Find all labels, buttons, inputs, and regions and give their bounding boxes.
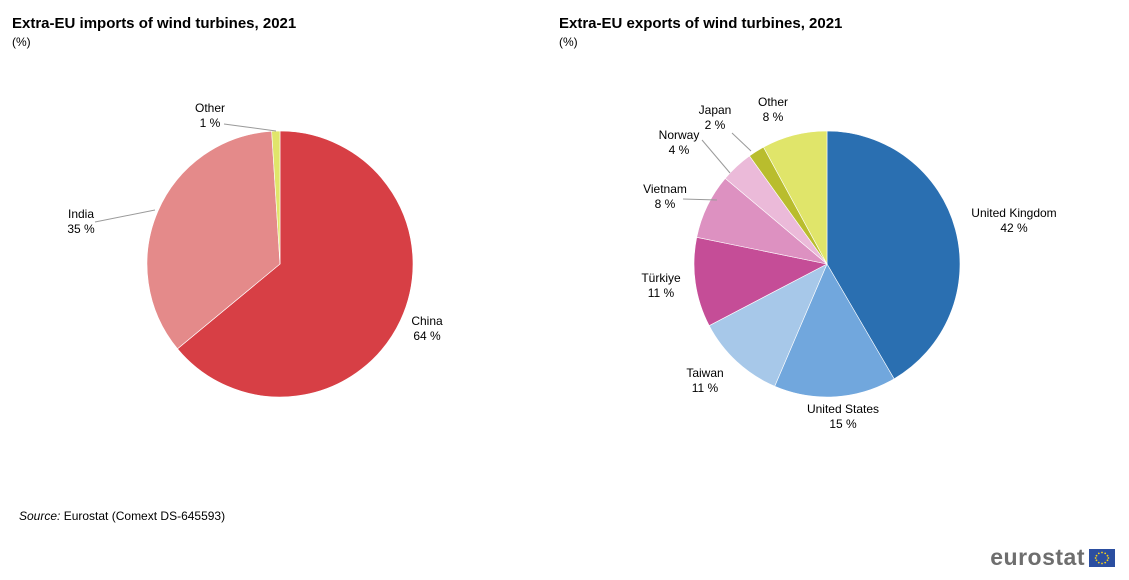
exports-label-united-states: United States <box>807 402 879 416</box>
exports-value-other: 8 % <box>763 110 784 124</box>
imports-label-china: China <box>411 314 443 328</box>
exports-value-united-states: 15 % <box>829 417 857 431</box>
imports-chart-title: Extra-EU imports of wind turbines, 2021 <box>12 15 297 32</box>
exports-label-united-kingdom: United Kingdom <box>971 206 1056 220</box>
imports-value-india: 35 % <box>67 222 95 236</box>
exports-slice-united-kingdom <box>826 130 961 380</box>
exports-value-vietnam: 8 % <box>655 197 676 211</box>
exports-slice-t-rkiye <box>693 236 828 327</box>
exports-slice-united-states <box>774 263 895 398</box>
exports-label-norway: Norway <box>659 128 700 142</box>
exports-value-taiwan: 11 % <box>692 381 719 395</box>
exports-value-t-rkiye: 11 % <box>648 286 675 300</box>
imports-chart-unit: (%) <box>12 35 31 49</box>
source-label: Source: <box>19 509 61 523</box>
exports-pie <box>693 130 961 398</box>
imports-leader-line-india <box>94 209 156 223</box>
exports-leader-line-norway <box>701 139 731 174</box>
imports-value-china: 64 % <box>413 329 441 343</box>
exports-chart-unit: (%) <box>559 35 578 49</box>
exports-label-other: Other <box>758 95 788 109</box>
imports-slice-china <box>177 130 414 398</box>
exports-slice-other <box>763 130 828 265</box>
exports-value-united-kingdom: 42 % <box>1000 221 1028 235</box>
exports-chart-title: Extra-EU exports of wind turbines, 2021 <box>559 15 843 32</box>
exports-leader-line-vietnam <box>682 198 718 201</box>
eurostat-wordmark: eurostat <box>990 544 1085 570</box>
eu-flag-icon <box>1089 548 1115 567</box>
exports-label-japan: Japan <box>699 103 732 117</box>
exports-value-japan: 2 % <box>705 118 726 132</box>
exports-label-taiwan: Taiwan <box>686 366 723 380</box>
exports-slice-taiwan <box>708 263 828 387</box>
imports-pie <box>146 130 414 398</box>
source-text: Eurostat (Comext DS-645593) <box>63 509 226 523</box>
exports-value-norway: 4 % <box>669 143 690 157</box>
imports-label-other: Other <box>195 101 225 115</box>
eurostat-logo: eurostat <box>990 544 1115 571</box>
source-note: Source: Eurostat (Comext DS-645593) <box>19 509 225 523</box>
exports-leader-line-japan <box>731 132 752 152</box>
exports-label-vietnam: Vietnam <box>643 182 687 196</box>
imports-value-other: 1 % <box>200 116 221 130</box>
imports-slice-india <box>146 130 281 350</box>
imports-label-india: India <box>68 207 94 221</box>
imports-leader-line-other <box>223 123 277 132</box>
exports-label-t-rkiye: Türkiye <box>641 271 681 285</box>
